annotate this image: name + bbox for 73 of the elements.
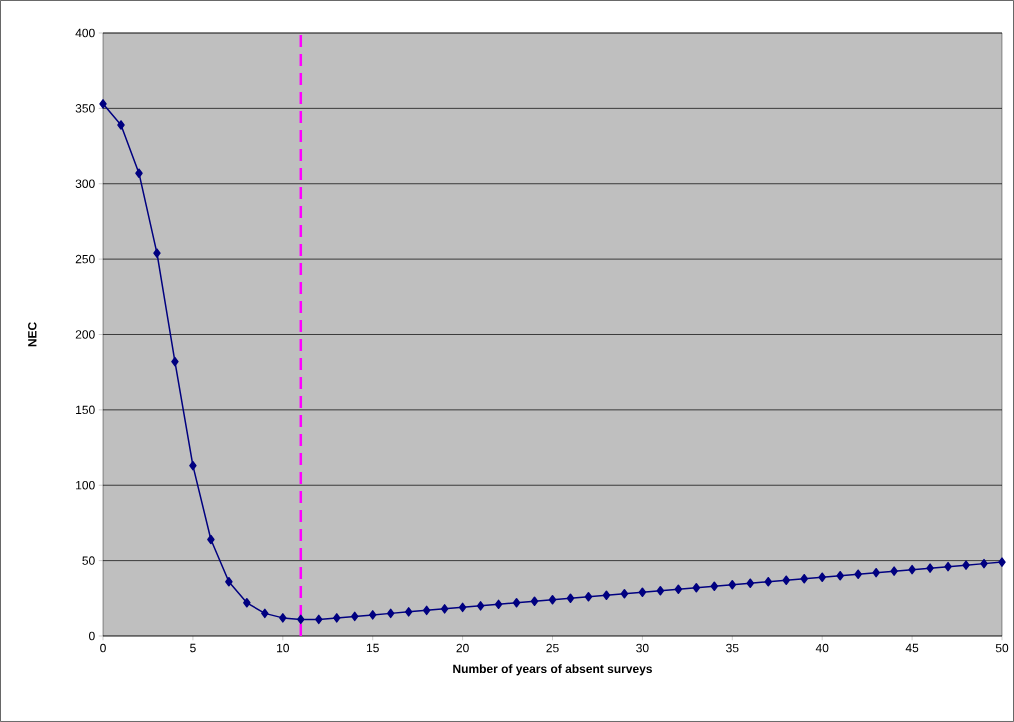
point: [207, 534, 215, 545]
point: [584, 592, 593, 602]
x-tick-label: 50: [995, 643, 1009, 653]
x-tick-label: 5: [190, 643, 196, 653]
point: [980, 558, 988, 569]
point: [512, 598, 521, 608]
point: [872, 567, 880, 578]
point: [189, 460, 197, 471]
x-tick-label: 15: [366, 643, 379, 653]
x-axis-title: Number of years of absent surveys: [453, 664, 653, 676]
point: [908, 564, 916, 575]
x-tick-label: 0: [100, 643, 106, 653]
point: [297, 614, 305, 625]
point: [404, 607, 413, 617]
point: [261, 608, 269, 619]
point: [638, 587, 647, 598]
point: [710, 581, 719, 591]
point: [99, 99, 107, 109]
point: [746, 578, 755, 588]
y-axis-title: NEC: [28, 322, 37, 347]
point: [117, 120, 125, 130]
point: [476, 601, 485, 611]
point: [422, 605, 431, 616]
x-tick-label: 40: [815, 643, 829, 653]
point: [782, 575, 790, 585]
x-tick-label: 10: [277, 643, 290, 653]
point: [225, 576, 233, 587]
point: [548, 595, 557, 605]
x-tick-label: 30: [636, 643, 649, 653]
point: [962, 560, 970, 570]
point: [566, 593, 575, 604]
point: [692, 582, 701, 593]
point: [728, 579, 737, 590]
point: [764, 576, 773, 587]
x-tick-label: 25: [546, 643, 559, 653]
y-tick-label: 0: [89, 631, 95, 641]
x-tick-label: 20: [456, 643, 469, 653]
point: [135, 168, 143, 178]
y-tick-label: 50: [82, 556, 95, 565]
point: [944, 561, 952, 572]
point: [674, 584, 683, 594]
y-tick-label: 150: [76, 405, 95, 415]
point: [854, 569, 862, 579]
point: [818, 572, 826, 582]
point: [602, 590, 611, 601]
point: [333, 613, 341, 623]
point: [530, 596, 539, 607]
x-tick-label: 45: [905, 643, 919, 653]
y-tick-label: 350: [75, 104, 95, 113]
y-tick-label: 400: [75, 28, 95, 38]
point: [494, 599, 503, 610]
point: [153, 248, 161, 258]
y-tick-label: 250: [75, 254, 95, 264]
point: [620, 589, 629, 599]
point: [350, 611, 359, 622]
point: [279, 613, 287, 623]
point: [998, 557, 1006, 567]
y-tick-label: 200: [75, 330, 95, 339]
point: [171, 356, 179, 367]
point: [800, 573, 808, 584]
point: [926, 563, 934, 573]
point: [386, 608, 395, 619]
point: [890, 566, 898, 576]
point: [656, 586, 665, 596]
point: [243, 598, 251, 608]
x-tick-label: 35: [726, 643, 739, 653]
point: [440, 604, 449, 614]
y-tick-label: 100: [76, 480, 95, 490]
point: [458, 602, 467, 613]
point: [368, 610, 377, 620]
point: [315, 614, 323, 625]
y-tick-label: 300: [75, 179, 95, 188]
point: [836, 570, 844, 581]
